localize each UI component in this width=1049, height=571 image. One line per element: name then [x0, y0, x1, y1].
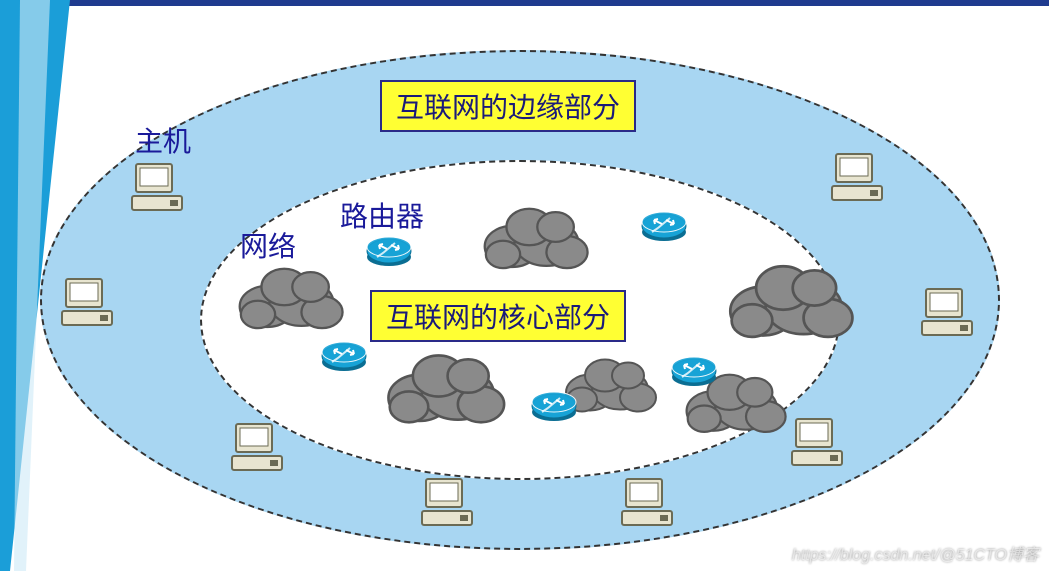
network-cloud-icon: [230, 255, 350, 335]
edge-title-text: 互联网的边缘部分: [396, 92, 620, 123]
router-label: 路由器: [340, 195, 424, 235]
network-cloud-icon: [380, 340, 510, 430]
top-bar: [0, 0, 1049, 6]
router-icon: [670, 355, 718, 387]
router-icon: [365, 235, 413, 267]
network-cloud-icon: [720, 250, 860, 345]
host-label: 主机: [135, 120, 191, 160]
edge-title-box: 互联网的边缘部分: [380, 80, 636, 132]
network-cloud-icon: [470, 195, 600, 275]
computer-icon: [230, 420, 286, 476]
router-icon: [320, 340, 368, 372]
computer-icon: [790, 415, 846, 471]
computer-icon: [830, 150, 886, 206]
diagram-stage: 互联网的边缘部分 互联网的核心部分 主机 网络 路由器: [0, 0, 1049, 571]
computer-icon: [60, 275, 116, 331]
watermark-text: https://blog.csdn.net/@51CTO博客: [792, 541, 1039, 565]
computer-icon: [620, 475, 676, 531]
core-title-text: 互联网的核心部分: [386, 302, 610, 333]
computer-icon: [420, 475, 476, 531]
router-icon: [530, 390, 578, 422]
computer-icon: [920, 285, 976, 341]
router-icon: [640, 210, 688, 242]
computer-icon: [130, 160, 186, 216]
core-title-box: 互联网的核心部分: [370, 290, 626, 342]
